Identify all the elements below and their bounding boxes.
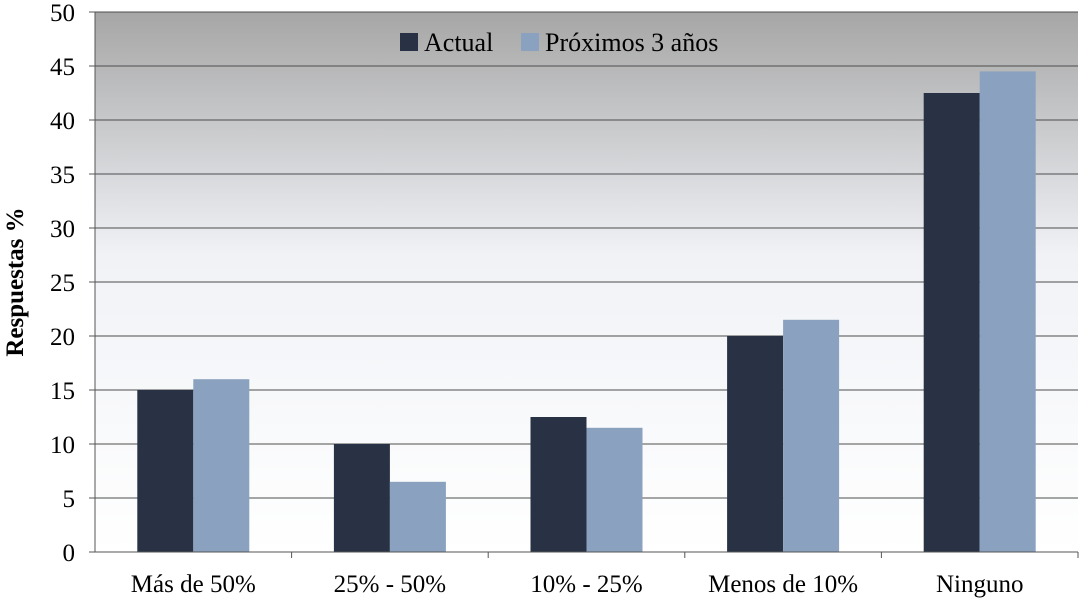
tick-labels: 0 5 10 15 20 25 30 35 40 45 50 Más de 50% 25% - 50% 1… xyxy=(50,0,1023,598)
legend-swatch-proximos xyxy=(521,33,539,51)
y-tick-label: 5 xyxy=(63,486,76,513)
y-tick-label: 35 xyxy=(50,162,75,189)
y-tick-label: 10 xyxy=(50,432,75,459)
bars xyxy=(137,71,1036,553)
y-tick-label: 50 xyxy=(50,0,75,27)
bar-proximos-5 xyxy=(979,71,1036,553)
legend-label-actual: Actual xyxy=(424,28,493,57)
x-category-label: 25% - 50% xyxy=(334,571,446,598)
bar-proximos-2 xyxy=(389,481,446,552)
bar-actual-2 xyxy=(333,444,390,552)
legend-swatch-actual xyxy=(400,33,418,51)
bar-actual-1 xyxy=(137,390,194,552)
x-category-label: Ninguno xyxy=(936,571,1024,598)
y-tick-label: 25 xyxy=(50,270,75,297)
y-tick-label: 20 xyxy=(50,324,75,351)
y-tick-label: 40 xyxy=(50,108,75,135)
y-tick-label: 0 xyxy=(63,540,76,567)
y-axis-title: Respuestas % xyxy=(2,207,29,356)
bar-actual-4 xyxy=(727,336,784,552)
y-tick-label: 30 xyxy=(50,216,75,243)
x-category-label: 10% - 25% xyxy=(530,571,642,598)
x-category-label: Más de 50% xyxy=(131,571,256,598)
bar-proximos-3 xyxy=(586,427,643,552)
legend: Actual Próximos 3 años xyxy=(400,28,718,57)
bar-proximos-4 xyxy=(783,319,840,552)
axes xyxy=(89,11,1079,558)
bar-actual-3 xyxy=(530,417,587,552)
bar-actual-5 xyxy=(923,93,980,552)
bar-proximos-1 xyxy=(193,379,250,552)
legend-label-proximos: Próximos 3 años xyxy=(545,28,718,57)
x-category-label: Menos de 10% xyxy=(708,571,858,598)
y-tick-label: 15 xyxy=(50,378,75,405)
y-tick-label: 45 xyxy=(50,54,75,81)
